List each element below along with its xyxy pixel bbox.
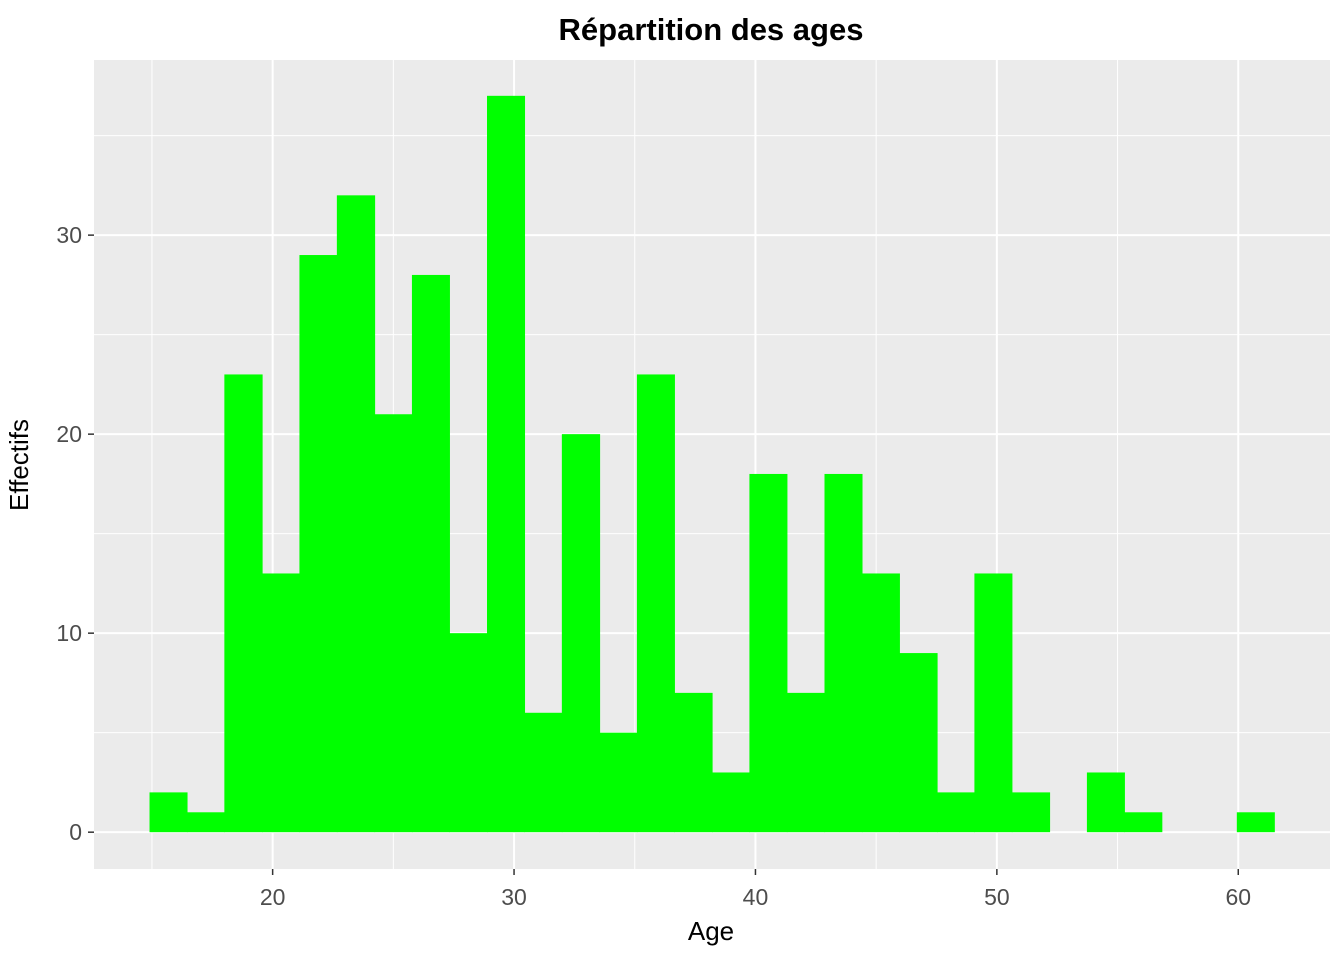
histogram-bar	[1124, 812, 1163, 833]
histogram-bar	[636, 374, 675, 833]
histogram-bar	[561, 434, 601, 833]
histogram-bar	[974, 573, 1013, 833]
y-tick-label: 0	[69, 819, 82, 845]
histogram-bars	[149, 95, 1275, 833]
histogram-bar	[599, 732, 638, 833]
y-axis-title: Effectifs	[4, 419, 34, 511]
histogram-bar	[786, 692, 826, 833]
histogram-bar	[374, 414, 413, 833]
chart-title: Répartition des ages	[559, 12, 864, 47]
x-tick-label: 60	[1225, 884, 1251, 910]
x-tick-label: 30	[501, 884, 527, 910]
y-tick-label: 30	[56, 222, 82, 248]
histogram-bar	[186, 812, 225, 833]
histogram-bar	[299, 255, 338, 833]
histogram-bar	[524, 712, 563, 833]
histogram-bar	[824, 473, 863, 833]
x-tick-label: 50	[984, 884, 1010, 910]
histogram-bar	[1236, 812, 1275, 833]
histogram-bar	[899, 653, 938, 833]
histogram-bar	[712, 772, 751, 833]
histogram-bar	[1011, 792, 1051, 833]
histogram-bar	[149, 792, 188, 833]
histogram-bar	[936, 792, 976, 833]
histogram-bar	[224, 374, 263, 833]
y-tick-label: 20	[56, 421, 82, 447]
histogram-bar	[674, 692, 713, 833]
histogram-bar	[861, 573, 900, 833]
histogram-bar	[262, 573, 301, 833]
histogram-bar	[336, 195, 376, 833]
x-tick-label: 20	[260, 884, 286, 910]
x-tick-label: 40	[743, 884, 769, 910]
histogram-bar	[487, 95, 526, 833]
x-axis-ticks: 20 30 40 50 60	[260, 869, 1251, 910]
y-axis-ticks: 0 10 20 30	[56, 222, 94, 845]
histogram-bar	[1086, 772, 1125, 833]
y-tick-label: 10	[56, 620, 82, 646]
histogram-bar	[749, 473, 788, 833]
x-axis-title: Age	[688, 916, 734, 946]
histogram-bar	[411, 274, 450, 833]
histogram-bar	[449, 633, 488, 833]
